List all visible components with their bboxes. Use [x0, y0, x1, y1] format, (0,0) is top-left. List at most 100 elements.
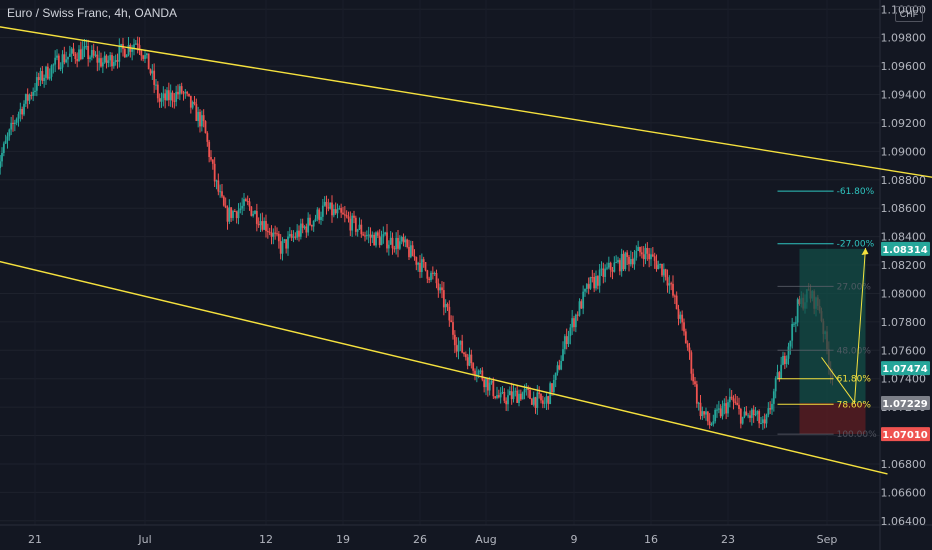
- symbol-title[interactable]: Euro / Swiss Franc, 4h, OANDA: [7, 6, 178, 20]
- candle-up: [600, 268, 603, 270]
- candle-down: [211, 159, 214, 164]
- candle-up: [321, 205, 324, 217]
- candle-down: [695, 384, 698, 404]
- candle-up: [536, 392, 539, 408]
- y-tick-label: 1.09200: [881, 117, 927, 130]
- candle-down: [540, 393, 542, 401]
- candle-up: [782, 355, 784, 365]
- candle-up: [288, 234, 291, 237]
- candle-up: [433, 273, 436, 275]
- candle-up: [569, 327, 572, 337]
- y-tick-label: 1.06600: [881, 486, 927, 499]
- candle-down: [573, 318, 575, 328]
- candle-down: [164, 93, 167, 101]
- candle-down: [534, 397, 537, 408]
- candle-up: [679, 314, 682, 319]
- candle-up: [19, 108, 22, 115]
- candle-up: [430, 272, 432, 281]
- candle-up: [4, 140, 7, 144]
- candle-down: [591, 277, 594, 279]
- candle-down: [719, 408, 722, 417]
- candle-up: [444, 304, 447, 308]
- candle-up: [747, 415, 750, 417]
- candle-down: [362, 234, 365, 236]
- candle-up: [39, 71, 42, 81]
- candle-up: [312, 220, 315, 227]
- candle-up: [560, 360, 563, 370]
- currency-badge[interactable]: CHF: [895, 6, 923, 22]
- candle-up: [400, 237, 403, 242]
- candle-up: [750, 409, 753, 418]
- candle-up: [633, 257, 636, 265]
- candle-down: [342, 212, 344, 215]
- y-tick-label: 1.08200: [881, 259, 927, 272]
- candle-down: [453, 334, 456, 346]
- candle-up: [15, 118, 18, 123]
- candle-down: [448, 306, 451, 321]
- candle-down: [708, 421, 711, 426]
- candle-up: [272, 232, 275, 237]
- candle-down: [529, 390, 531, 399]
- candle-down: [402, 237, 405, 243]
- candle-up: [367, 234, 370, 236]
- candle-down: [12, 122, 14, 124]
- candle-down: [541, 400, 544, 404]
- candle-down: [673, 295, 676, 297]
- candle-down: [210, 157, 212, 160]
- candle-down: [483, 379, 486, 388]
- candle-down: [246, 201, 249, 203]
- candle-up: [771, 403, 773, 410]
- candle-up: [501, 391, 504, 393]
- candle-down: [222, 196, 225, 206]
- candle-up: [714, 409, 717, 422]
- candle-down: [92, 50, 95, 56]
- candle-down: [369, 234, 372, 238]
- candle-down: [142, 55, 145, 59]
- candle-up: [606, 267, 608, 269]
- candle-down: [325, 201, 328, 208]
- candle-down: [167, 90, 170, 101]
- candle-down: [503, 391, 506, 401]
- candle-down: [661, 263, 663, 276]
- candle-down: [431, 272, 434, 274]
- candle-down: [268, 231, 271, 233]
- candle-down: [446, 304, 449, 307]
- candle-down: [386, 232, 388, 249]
- candle-up: [336, 209, 339, 214]
- candle-up: [765, 414, 768, 424]
- candle-down: [426, 270, 429, 279]
- candle-down: [622, 253, 625, 270]
- candle-down: [686, 343, 689, 348]
- candle-down: [778, 372, 781, 379]
- candle-up: [65, 59, 68, 63]
- candle-down: [153, 70, 156, 85]
- candle-down: [642, 254, 645, 260]
- price-tag: [881, 395, 930, 410]
- candle-up: [728, 396, 731, 403]
- candle-down: [123, 48, 126, 58]
- candle-down: [230, 207, 233, 218]
- candle-up: [28, 94, 31, 101]
- candle-up: [512, 391, 515, 400]
- candle-up: [299, 223, 302, 237]
- drawing-overlays: -61.80% -27.00% 27.00% 48.00% 61.80% 78.60% 10…: [0, 26, 932, 475]
- candle-down: [149, 69, 152, 74]
- candle-up: [479, 370, 482, 372]
- price-axis[interactable]: 1.100001.098001.096001.094001.092001.090…: [881, 3, 927, 528]
- candle-down: [334, 209, 337, 214]
- candle-up: [532, 397, 535, 405]
- candle-up: [118, 46, 121, 62]
- candle-up: [307, 217, 310, 233]
- time-axis[interactable]: 21Jul121926Aug91623Sep13: [28, 533, 932, 546]
- candle-up: [8, 129, 11, 137]
- candle-up: [316, 209, 319, 219]
- candle-up: [741, 416, 744, 424]
- candle-up: [508, 391, 511, 396]
- candle-down: [519, 393, 522, 400]
- candle-down: [331, 202, 333, 216]
- candle-up: [50, 65, 53, 77]
- candle-down: [739, 408, 742, 424]
- candle-down: [171, 92, 174, 101]
- candle-up: [351, 215, 354, 231]
